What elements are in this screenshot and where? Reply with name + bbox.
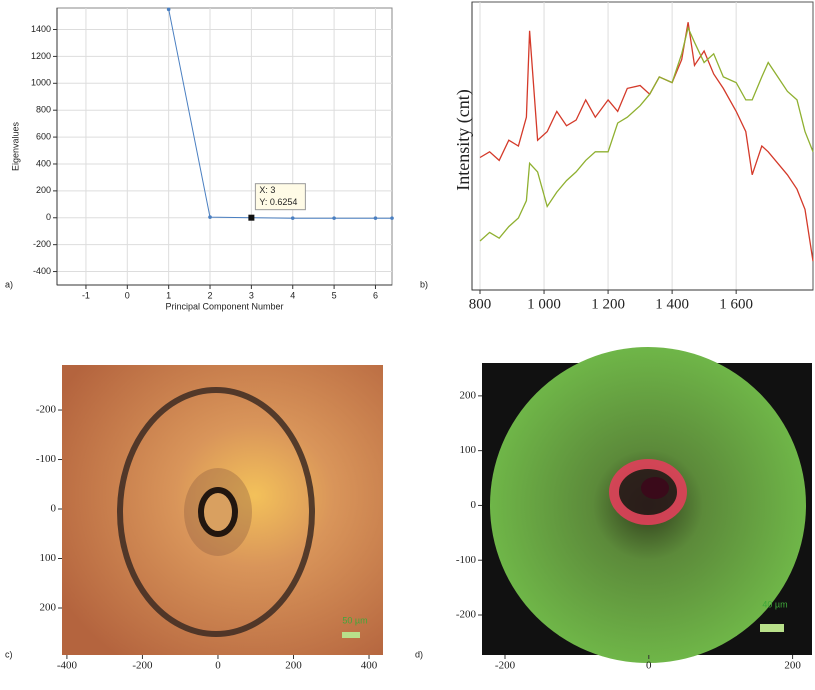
x-tick-label: 4: [290, 290, 295, 300]
x-tick-label: 800: [469, 296, 492, 312]
panel-label: b): [420, 279, 428, 289]
x-tick-label: 3: [249, 290, 254, 300]
y-tick-label: 200: [460, 389, 477, 401]
x-tick-label: 0: [215, 660, 221, 672]
y-tick-label: -200: [33, 239, 51, 249]
y-axis-label: Intensity (cnt): [453, 89, 474, 190]
y-tick-label: 200: [36, 185, 51, 195]
x-tick-label: 1 000: [527, 296, 561, 312]
y-tick-label: -200: [456, 609, 477, 621]
x-tick-label: 1 200: [591, 296, 625, 312]
y-tick-label: -200: [36, 404, 57, 416]
outer-ring: [117, 387, 315, 637]
y-tick-label: 0: [46, 212, 51, 222]
data-point: [332, 216, 336, 220]
scale-bar: [342, 632, 360, 638]
series-line: [479, 25, 814, 242]
data-point: [208, 215, 212, 219]
tooltip-box: [254, 183, 306, 211]
tooltip-x: X: 3: [259, 185, 275, 195]
x-tick-label: 200: [784, 660, 801, 672]
data-point: [166, 7, 171, 12]
panel-label: d): [415, 649, 423, 659]
x-tick-label: -400: [57, 660, 78, 672]
data-point: [373, 216, 378, 220]
data-point: [390, 216, 394, 220]
panel-label: a): [5, 279, 13, 289]
x-tick-label: 0: [646, 660, 652, 672]
y-tick-label: -100: [456, 554, 477, 566]
y-tick-label: -100: [36, 453, 57, 465]
x-tick-label: 2: [208, 290, 213, 300]
y-tick-label: 400: [36, 158, 51, 168]
panel-label: c): [5, 649, 13, 659]
x-tick-label: -1: [82, 290, 90, 300]
x-tick-label: 1: [166, 290, 171, 300]
inner-ring: [198, 487, 238, 537]
x-tick-label: 6: [373, 290, 378, 300]
y-tick-label: 200: [40, 602, 57, 614]
x-tick-label: 400: [361, 660, 378, 672]
x-axis-label: Principal Component Number: [165, 301, 283, 311]
y-tick-label: 1400: [31, 24, 51, 34]
scale-bar: [760, 624, 784, 632]
x-tick-label: -200: [132, 660, 153, 672]
core: [641, 477, 669, 499]
y-tick-label: 1000: [31, 78, 51, 88]
y-tick-label: 0: [51, 503, 57, 515]
x-tick-label: 1 400: [655, 296, 689, 312]
x-tick-label: 5: [332, 290, 337, 300]
tooltip-marker: [248, 214, 255, 221]
x-tick-label: -200: [495, 660, 516, 672]
y-tick-label: 600: [36, 131, 51, 141]
y-tick-label: -400: [33, 266, 51, 276]
y-tick-label: 100: [40, 552, 57, 564]
y-tick-label: 1200: [31, 51, 51, 61]
y-tick-label: 800: [36, 105, 51, 115]
scale-bar-label: 50 µm: [342, 615, 367, 625]
plot-area: [56, 7, 393, 286]
x-tick-label: 200: [285, 660, 302, 672]
scale-bar-label: 40 µm: [762, 599, 787, 609]
x-tick-label: 1 600: [719, 296, 753, 312]
y-axis-label: Eigenvalues: [10, 121, 20, 171]
x-tick-label: 0: [125, 290, 130, 300]
y-tick-label: 100: [460, 444, 477, 456]
tooltip-y: Y: 0.6254: [259, 197, 297, 207]
y-tick-label: 0: [471, 499, 477, 511]
data-point: [290, 216, 295, 220]
